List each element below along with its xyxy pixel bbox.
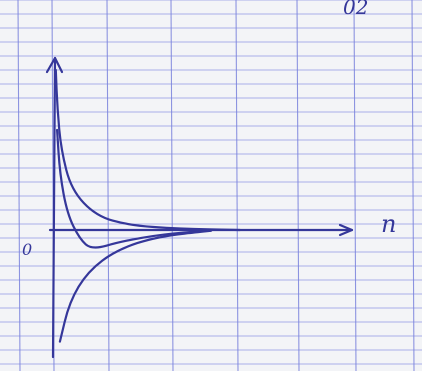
y-axis <box>45 56 64 359</box>
y-axis-arrowhead <box>45 56 64 74</box>
plot-series <box>54 68 242 343</box>
x-axis-arrowhead <box>338 223 354 237</box>
vertical-grid-line <box>411 0 415 371</box>
vertical-grid-line <box>17 0 21 371</box>
y-axis-line <box>51 56 57 359</box>
vertical-grid-line <box>296 0 300 371</box>
origin-tick-label: 0 <box>22 240 32 259</box>
series-line-2 <box>56 128 213 249</box>
top-right-handwritten-mark: 02 <box>343 0 368 19</box>
vertical-grid-line <box>353 0 357 371</box>
series-line-1 <box>54 68 242 232</box>
vertical-grid-line <box>106 0 110 371</box>
x-axis-label: n <box>381 210 396 238</box>
vertical-grid-line <box>235 0 239 371</box>
series-line-3 <box>58 229 213 343</box>
vertical-grid-line <box>170 0 174 371</box>
